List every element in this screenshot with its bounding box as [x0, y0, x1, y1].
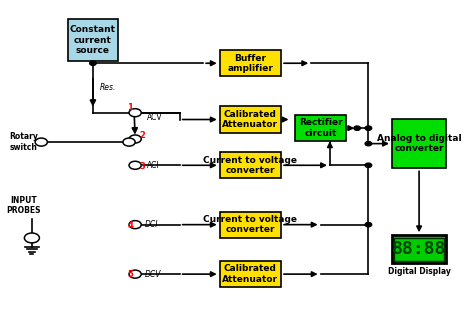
- FancyBboxPatch shape: [219, 106, 281, 133]
- Circle shape: [129, 270, 141, 278]
- Text: Current to voltage
converter: Current to voltage converter: [203, 156, 297, 175]
- Circle shape: [35, 138, 47, 146]
- FancyBboxPatch shape: [295, 115, 346, 141]
- Circle shape: [129, 221, 141, 229]
- Circle shape: [24, 233, 39, 243]
- FancyBboxPatch shape: [219, 152, 281, 178]
- Circle shape: [90, 61, 96, 66]
- FancyBboxPatch shape: [392, 119, 446, 168]
- FancyBboxPatch shape: [219, 212, 281, 238]
- Text: ACI: ACI: [147, 161, 160, 170]
- Circle shape: [365, 141, 372, 146]
- Text: Analog to digital
converter: Analog to digital converter: [377, 134, 461, 153]
- Text: 5: 5: [127, 270, 133, 279]
- Circle shape: [123, 138, 135, 146]
- Text: Res.: Res.: [100, 82, 116, 91]
- Circle shape: [365, 163, 372, 168]
- FancyBboxPatch shape: [394, 238, 444, 261]
- Text: 2: 2: [140, 131, 146, 140]
- Circle shape: [354, 126, 360, 130]
- Circle shape: [365, 126, 372, 130]
- Text: DCV: DCV: [145, 270, 161, 279]
- FancyBboxPatch shape: [219, 50, 281, 76]
- Text: DCI: DCI: [145, 220, 158, 228]
- Text: Buffer
amplifier: Buffer amplifier: [227, 54, 273, 73]
- FancyBboxPatch shape: [68, 19, 118, 61]
- Text: Rectifier
circuit: Rectifier circuit: [299, 119, 342, 138]
- Text: Rotary
switch: Rotary switch: [9, 132, 38, 152]
- Text: ACV: ACV: [147, 113, 163, 121]
- Text: Calibrated
Attenuator: Calibrated Attenuator: [222, 265, 278, 284]
- Circle shape: [129, 135, 141, 143]
- Text: Calibrated
Attenuator: Calibrated Attenuator: [222, 110, 278, 129]
- Circle shape: [129, 161, 141, 169]
- Text: 3: 3: [140, 162, 146, 171]
- Text: INPUT
PROBES: INPUT PROBES: [7, 196, 41, 215]
- Text: 1: 1: [127, 103, 133, 112]
- Text: Current to voltage
converter: Current to voltage converter: [203, 215, 297, 234]
- Circle shape: [365, 222, 372, 227]
- Text: Digital Display: Digital Display: [388, 266, 450, 275]
- FancyBboxPatch shape: [392, 236, 446, 263]
- FancyBboxPatch shape: [219, 261, 281, 287]
- Text: 88:88: 88:88: [392, 240, 446, 258]
- Text: 4: 4: [127, 221, 133, 230]
- Circle shape: [129, 109, 141, 117]
- Text: Constant
current
source: Constant current source: [70, 25, 116, 55]
